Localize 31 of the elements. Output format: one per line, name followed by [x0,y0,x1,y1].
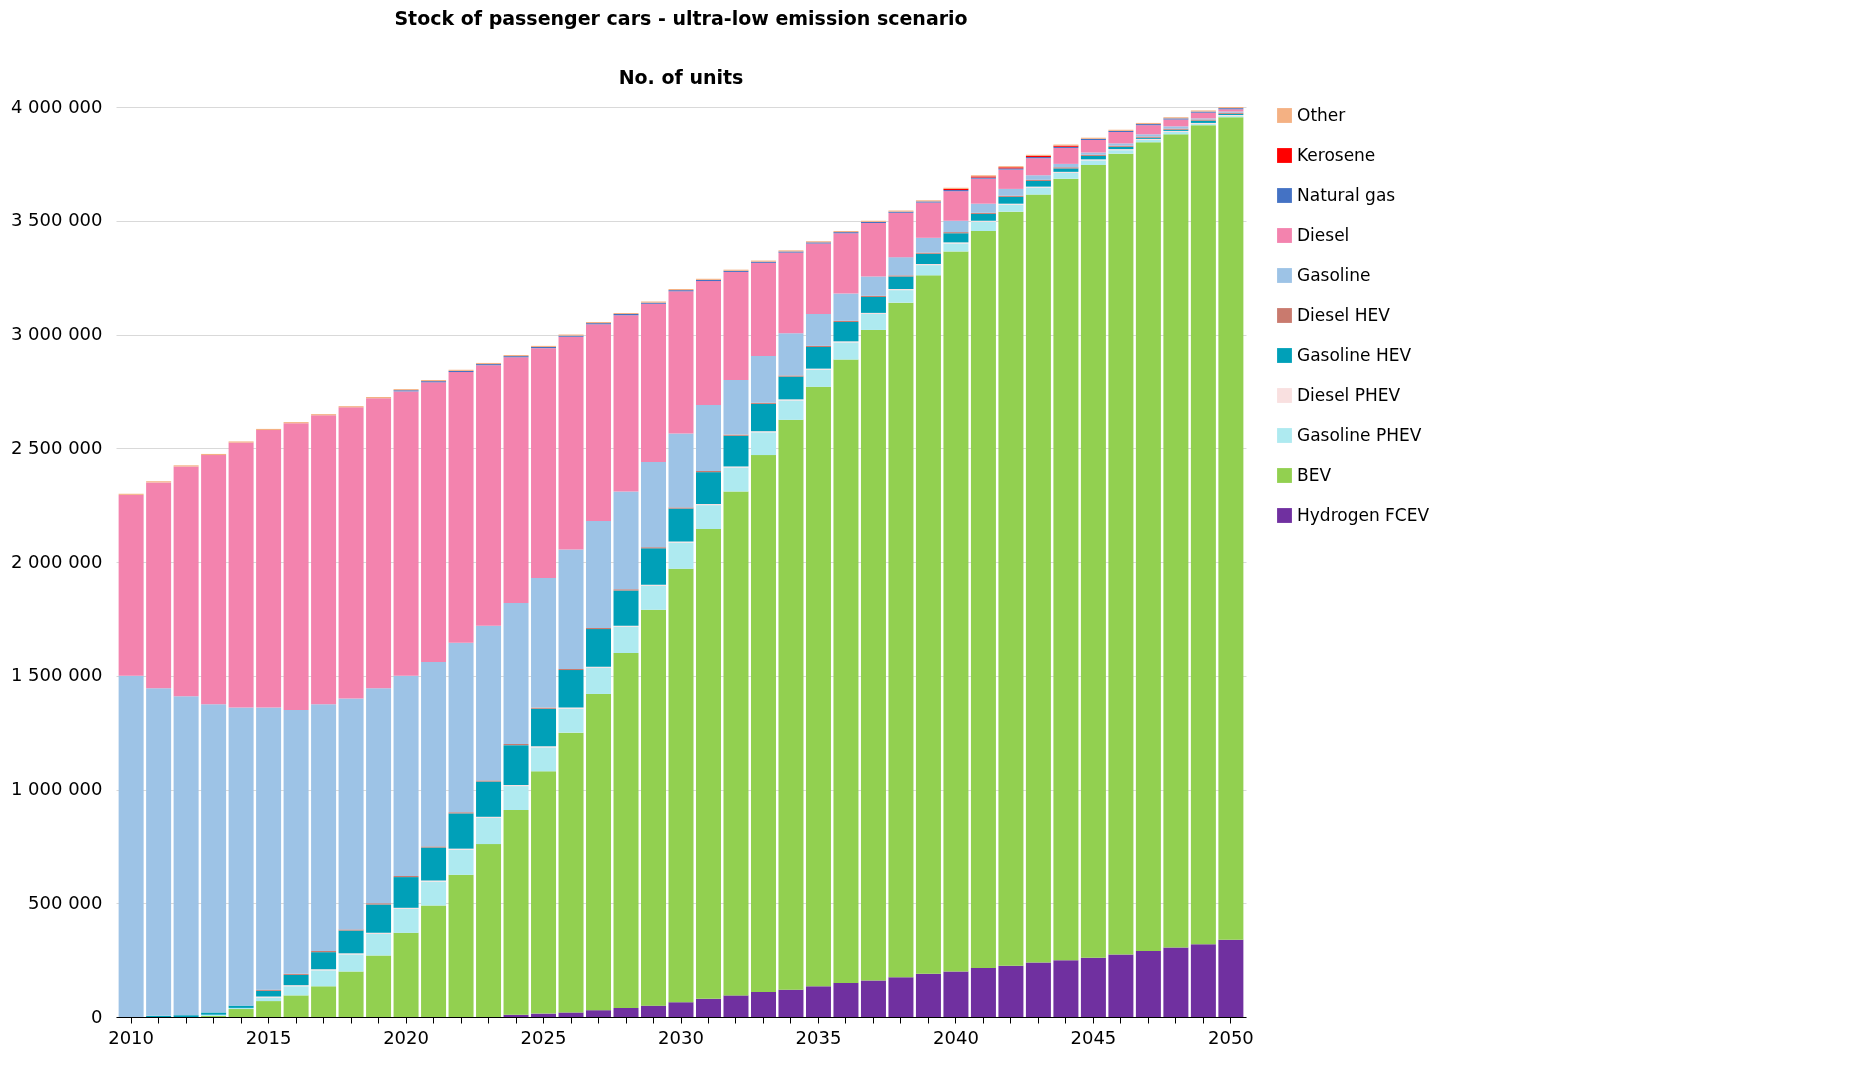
y-tick-label: 1 500 000 [10,664,103,686]
chart-title: Stock of passenger cars - ultra-low emission scenario [394,7,968,29]
y-axis-title: No. of units [618,66,744,88]
legend-label: Gasoline HEV [1297,344,1412,365]
x-tick-label: 2020 [383,1026,429,1048]
legend-label: Diesel [1297,224,1350,245]
y-tick-label: 2 000 000 [10,550,103,572]
x-tick-label: 2045 [1070,1026,1117,1048]
y-tick-label: 3 000 000 [10,323,103,344]
legend-label: Gasoline [1297,264,1371,285]
x-tick-label: 2040 [933,1026,979,1048]
y-tick-label: 0 [91,1005,103,1027]
legend-label: BEV [1297,464,1332,485]
y-tick-label: 4 000 000 [10,95,103,117]
legend-label: Diesel PHEV [1297,384,1401,405]
x-tick-label: 2035 [795,1026,842,1048]
x-tick-label: 2030 [658,1026,704,1048]
y-tick-label: 2 500 000 [10,436,103,458]
x-tick-label: 2025 [520,1026,567,1048]
legend-label: Kerosene [1297,144,1376,165]
y-tick-label: 3 500 000 [10,209,103,231]
legend-label: Natural gas [1297,184,1396,205]
legend-label: Other [1297,104,1346,125]
legend-label: Diesel HEV [1297,304,1391,325]
y-tick-label: 1 000 000 [10,778,103,799]
x-tick-label: 2010 [108,1026,155,1048]
y-tick-label: 500 000 [28,891,103,913]
legend-label: Gasoline PHEV [1297,424,1422,445]
x-tick-label: 2015 [245,1026,292,1048]
legend-label: Hydrogen FCEV [1297,504,1430,525]
x-tick-label: 2050 [1207,1026,1254,1048]
